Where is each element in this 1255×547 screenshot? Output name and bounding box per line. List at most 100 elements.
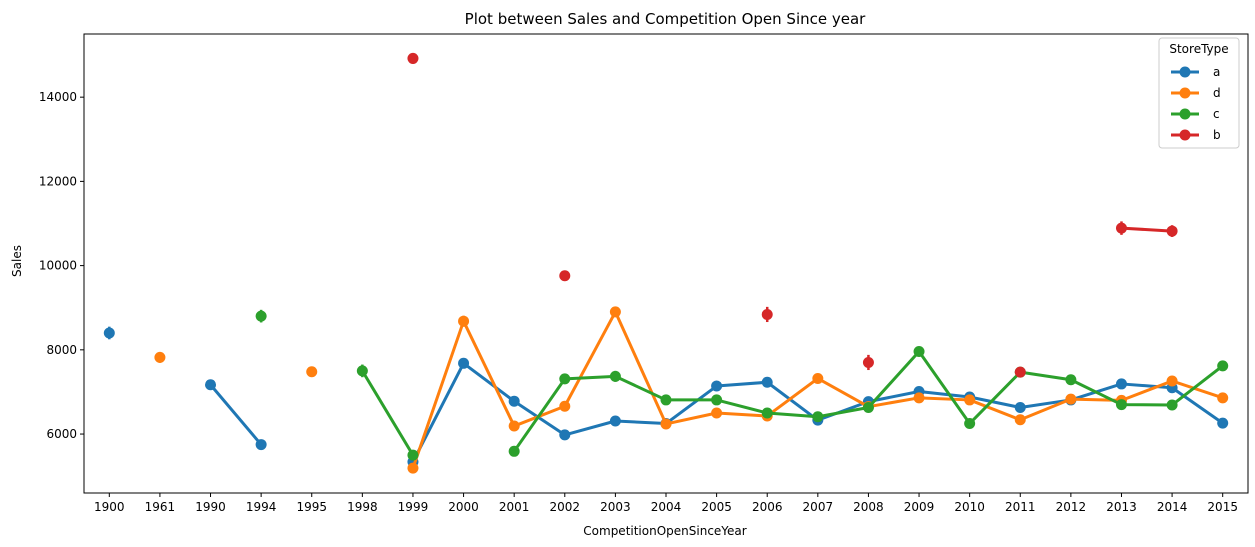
- data-point-c: [711, 394, 723, 406]
- legend-label-c: c: [1213, 107, 1220, 121]
- x-tick-label: 2009: [904, 500, 935, 514]
- data-point-d: [1217, 392, 1229, 404]
- data-point-b: [407, 52, 419, 64]
- data-point-c: [356, 365, 368, 377]
- x-axis-ticks: 1900 1961 1990 1994 1995 1998 1999 2000 2001 2002…: [94, 493, 1238, 514]
- x-tick-label: 1998: [347, 500, 378, 514]
- data-point-a: [711, 380, 723, 392]
- data-point-a: [255, 439, 267, 451]
- x-tick-label: 1961: [145, 500, 176, 514]
- legend-marker-b: [1179, 129, 1191, 141]
- y-tick-label: 6000: [46, 427, 77, 441]
- y-tick-label: 8000: [46, 343, 77, 357]
- data-point-a: [508, 395, 520, 407]
- data-point-c: [609, 370, 621, 382]
- legend-marker-c: [1179, 108, 1191, 120]
- data-point-b: [1166, 225, 1178, 237]
- data-point-b: [761, 308, 773, 320]
- y-tick-label: 12000: [39, 174, 77, 188]
- x-tick-label: 1900: [94, 500, 125, 514]
- data-point-a: [609, 415, 621, 427]
- x-axis-label: CompetitionOpenSinceYear: [583, 524, 746, 538]
- data-point-c: [964, 418, 976, 430]
- data-point-b: [862, 356, 874, 368]
- chart-title: Plot between Sales and Competition Open …: [465, 10, 866, 28]
- data-point-d: [407, 462, 419, 474]
- data-point-d: [609, 306, 621, 318]
- data-point-d: [1166, 375, 1178, 387]
- x-tick-label: 2010: [954, 500, 985, 514]
- x-tick-label: 2001: [499, 500, 530, 514]
- series-layer: [103, 52, 1229, 474]
- data-point-a: [559, 429, 571, 441]
- data-point-c: [1217, 360, 1229, 372]
- data-point-a: [1115, 378, 1127, 390]
- data-point-a: [761, 376, 773, 388]
- data-point-c: [862, 402, 874, 414]
- data-point-d: [559, 400, 571, 412]
- x-tick-label: 2005: [701, 500, 732, 514]
- data-point-b: [559, 270, 571, 282]
- data-point-d: [458, 315, 470, 327]
- series-c: [255, 309, 1229, 461]
- series-line-b: [1121, 226, 1173, 233]
- data-point-d: [306, 366, 318, 378]
- data-point-c: [407, 449, 419, 461]
- x-tick-label: 2008: [853, 500, 884, 514]
- data-point-c: [1115, 399, 1127, 411]
- x-tick-label: 2013: [1106, 500, 1137, 514]
- data-point-b: [1115, 222, 1127, 234]
- data-point-c: [761, 407, 773, 419]
- x-tick-label: 2000: [448, 500, 479, 514]
- data-point-c: [255, 310, 267, 322]
- x-tick-label: 1995: [296, 500, 327, 514]
- data-point-b: [1014, 366, 1026, 378]
- x-tick-label: 2006: [752, 500, 783, 514]
- legend-marker-a: [1179, 66, 1191, 78]
- data-point-a: [458, 357, 470, 369]
- legend-marker-d: [1179, 87, 1191, 99]
- x-tick-label: 2012: [1056, 500, 1087, 514]
- legend-title: StoreType: [1169, 42, 1228, 56]
- data-point-d: [154, 351, 166, 363]
- data-point-d: [1065, 393, 1077, 405]
- data-point-c: [559, 373, 571, 385]
- legend-label-a: a: [1213, 65, 1220, 79]
- data-point-c: [660, 394, 672, 406]
- data-point-d: [913, 392, 925, 404]
- y-tick-label: 14000: [39, 90, 77, 104]
- data-point-a: [1014, 402, 1026, 414]
- x-tick-label: 2007: [803, 500, 834, 514]
- x-tick-label: 2002: [550, 500, 581, 514]
- data-point-a: [205, 379, 217, 391]
- legend-label-b: b: [1213, 128, 1221, 142]
- data-point-d: [964, 394, 976, 406]
- x-tick-label: 2014: [1157, 500, 1188, 514]
- x-tick-label: 1999: [398, 500, 429, 514]
- x-tick-label: 2003: [600, 500, 631, 514]
- data-point-d: [1014, 414, 1026, 426]
- x-tick-label: 1990: [195, 500, 226, 514]
- x-tick-label: 2015: [1207, 500, 1238, 514]
- series-line-a: [209, 383, 263, 446]
- data-point-c: [1166, 399, 1178, 411]
- y-tick-label: 10000: [39, 259, 77, 273]
- data-point-d: [660, 418, 672, 430]
- x-tick-label: 2004: [651, 500, 682, 514]
- series-d: [154, 306, 1229, 474]
- x-tick-label: 1994: [246, 500, 277, 514]
- data-point-d: [508, 420, 520, 432]
- x-tick-label: 2011: [1005, 500, 1036, 514]
- data-point-d: [711, 407, 723, 419]
- data-point-c: [1065, 374, 1077, 386]
- y-axis-ticks: 6000 8000 10000 12000 14000: [39, 90, 84, 441]
- legend-label-d: d: [1213, 86, 1221, 100]
- data-point-d: [812, 372, 824, 384]
- data-point-c: [508, 445, 520, 457]
- data-point-a: [103, 327, 115, 339]
- data-point-a: [1217, 417, 1229, 429]
- series-b: [407, 52, 1178, 378]
